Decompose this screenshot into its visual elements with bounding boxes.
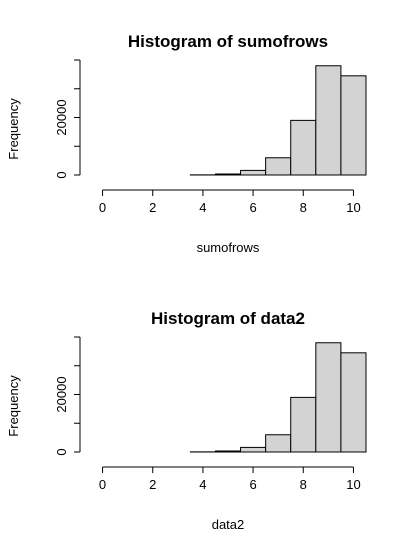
y-axis-label: Frequency: [6, 375, 21, 437]
x-tick-label: 6: [249, 477, 256, 492]
x-tick-label: 2: [149, 477, 156, 492]
y-tick-label: 0: [54, 171, 69, 178]
x-tick-label: 10: [346, 200, 360, 215]
x-tick-label: 0: [99, 200, 106, 215]
x-tick-label: 0: [99, 477, 106, 492]
x-axis-label: sumofrows: [197, 240, 260, 255]
histogram-bar: [290, 396, 317, 453]
y-tick-label: 0: [54, 448, 69, 455]
histogram-data2-chart: Histogram of data2 data2 Frequency 0 2 4 6 8…: [6, 309, 367, 532]
y-tick-label: 20000: [54, 99, 69, 135]
histogram-bar: [290, 119, 317, 176]
x-tick-label: 10: [346, 477, 360, 492]
plot-area: 0 2 4 6 8 10 0 20000: [54, 59, 367, 215]
histogram-bar: [240, 446, 267, 453]
histogram-bar: [265, 434, 292, 453]
histogram-bar: [265, 157, 292, 176]
histogram-bar: [214, 450, 242, 453]
x-tick-label: 4: [199, 477, 206, 492]
histogram-sumofrows-chart: Histogram of sumofrows sumofrows Frequen…: [6, 32, 367, 255]
histogram-bar: [315, 342, 342, 453]
histogram-panel-data2: Histogram of data2 data2 Frequency 0 2 4 6 8…: [0, 277, 417, 554]
x-tick-label: 8: [300, 477, 307, 492]
histogram-panel-sumofrows: Histogram of sumofrows sumofrows Frequen…: [6, 32, 367, 255]
x-tick-label: 8: [300, 200, 307, 215]
y-axis-label: Frequency: [6, 98, 21, 160]
x-tick-label: 2: [149, 200, 156, 215]
chart-title: Histogram of sumofrows: [128, 32, 328, 51]
x-tick-label: 4: [199, 200, 206, 215]
chart-title: Histogram of data2: [151, 309, 305, 328]
histogram-bar: [315, 65, 342, 176]
histogram-bar: [214, 173, 242, 176]
histogram-bar: [340, 75, 367, 176]
histogram-bar: [340, 352, 367, 453]
plot-area: 0 2 4 6 8 10 0 20000: [54, 336, 367, 492]
y-tick-label: 20000: [54, 376, 69, 412]
x-axis-label: data2: [212, 517, 245, 532]
x-tick-label: 6: [249, 200, 256, 215]
histogram-bar: [240, 169, 267, 176]
